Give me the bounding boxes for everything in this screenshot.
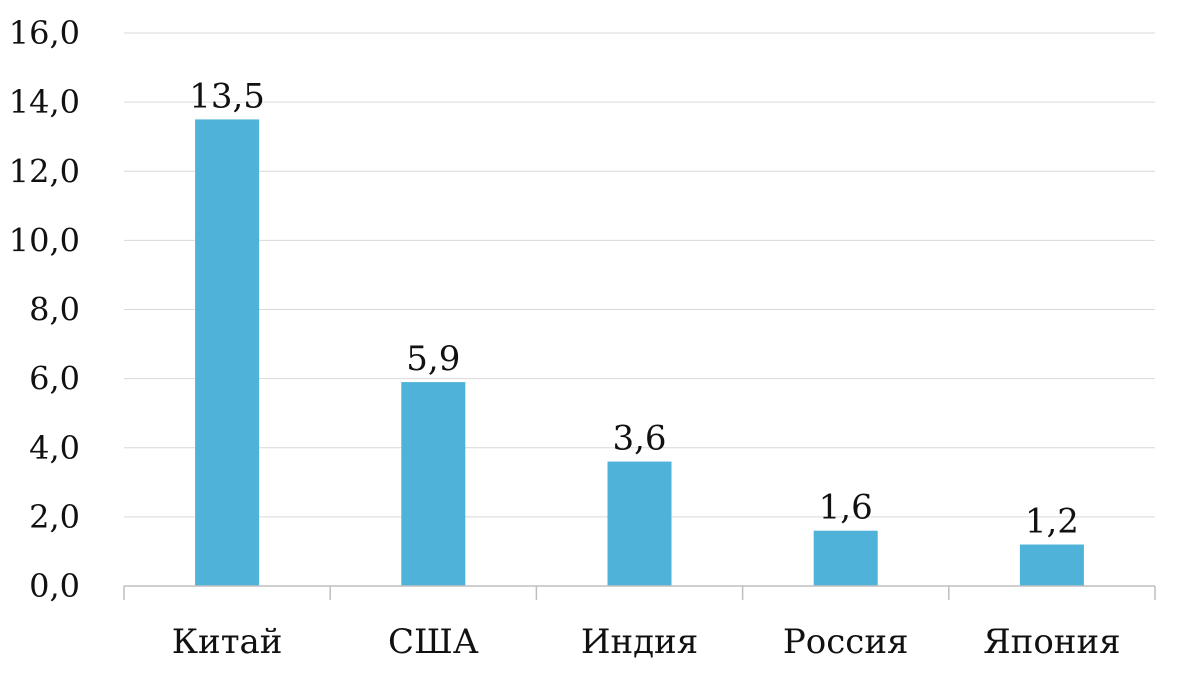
data-label: 1,2 <box>1025 502 1079 542</box>
bar <box>1019 544 1084 586</box>
bar <box>401 382 466 586</box>
y-tick-label: 14,0 <box>9 83 80 121</box>
y-tick-label: 12,0 <box>9 152 80 190</box>
data-label: 13,5 <box>189 76 265 116</box>
y-tick-label: 0,0 <box>29 567 80 605</box>
x-axis <box>123 585 1156 600</box>
category-label: Япония <box>983 622 1120 662</box>
y-tick-label: 10,0 <box>9 221 80 259</box>
y-tick-label: 2,0 <box>29 498 80 536</box>
y-tick-label: 6,0 <box>29 360 80 398</box>
y-tick-label: 4,0 <box>29 429 80 467</box>
category-label: Россия <box>783 622 909 662</box>
bar <box>813 530 878 586</box>
bar <box>195 119 260 586</box>
data-label: 3,6 <box>612 419 666 459</box>
category-label: Китай <box>172 622 283 662</box>
bars <box>195 119 1084 586</box>
x-axis-category-labels: Китай США Индия Россия Япония <box>172 622 1121 662</box>
y-tick-label: 8,0 <box>29 291 80 329</box>
y-tick-label: 16,0 <box>9 14 80 52</box>
bar <box>607 461 672 586</box>
gridlines <box>124 32 1155 518</box>
category-label: США <box>388 622 479 662</box>
data-label: 5,9 <box>406 339 460 379</box>
category-label: Индия <box>581 622 698 662</box>
data-label: 1,6 <box>819 488 873 528</box>
data-labels: 13,5 5,9 3,6 1,6 1,2 <box>189 76 1079 541</box>
y-axis-tick-labels: 0,0 2,0 4,0 6,0 8,0 10,0 12,0 14,0 16,0 <box>9 14 80 605</box>
